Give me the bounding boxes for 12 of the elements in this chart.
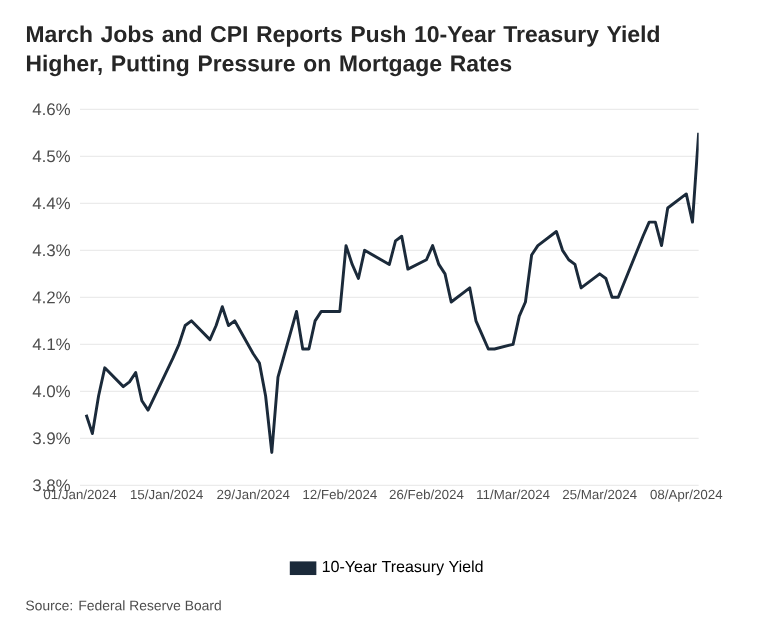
line-series bbox=[84, 131, 699, 454]
y-tick-label: 3.9% bbox=[32, 432, 70, 445]
legend-label: 10-Year Treasury Yield bbox=[322, 560, 483, 576]
y-tick-label: 4.0% bbox=[32, 385, 70, 398]
y-tick-label: 4.5% bbox=[32, 150, 70, 163]
y-tick-label: 3.8% bbox=[32, 479, 70, 492]
y-tick-label: 4.2% bbox=[32, 291, 70, 304]
y-tick-label: 4.1% bbox=[32, 338, 70, 351]
chart-title: March Jobs and CPI Reports Push 10-Year Treasury Yield Higher, Putting Pressure on Mortgage Rates bbox=[26, 25, 659, 77]
y-tick-label: 4.6% bbox=[32, 103, 70, 116]
y-tick-label: 4.4% bbox=[32, 197, 70, 210]
y-tick-label: 4.3% bbox=[32, 244, 70, 257]
